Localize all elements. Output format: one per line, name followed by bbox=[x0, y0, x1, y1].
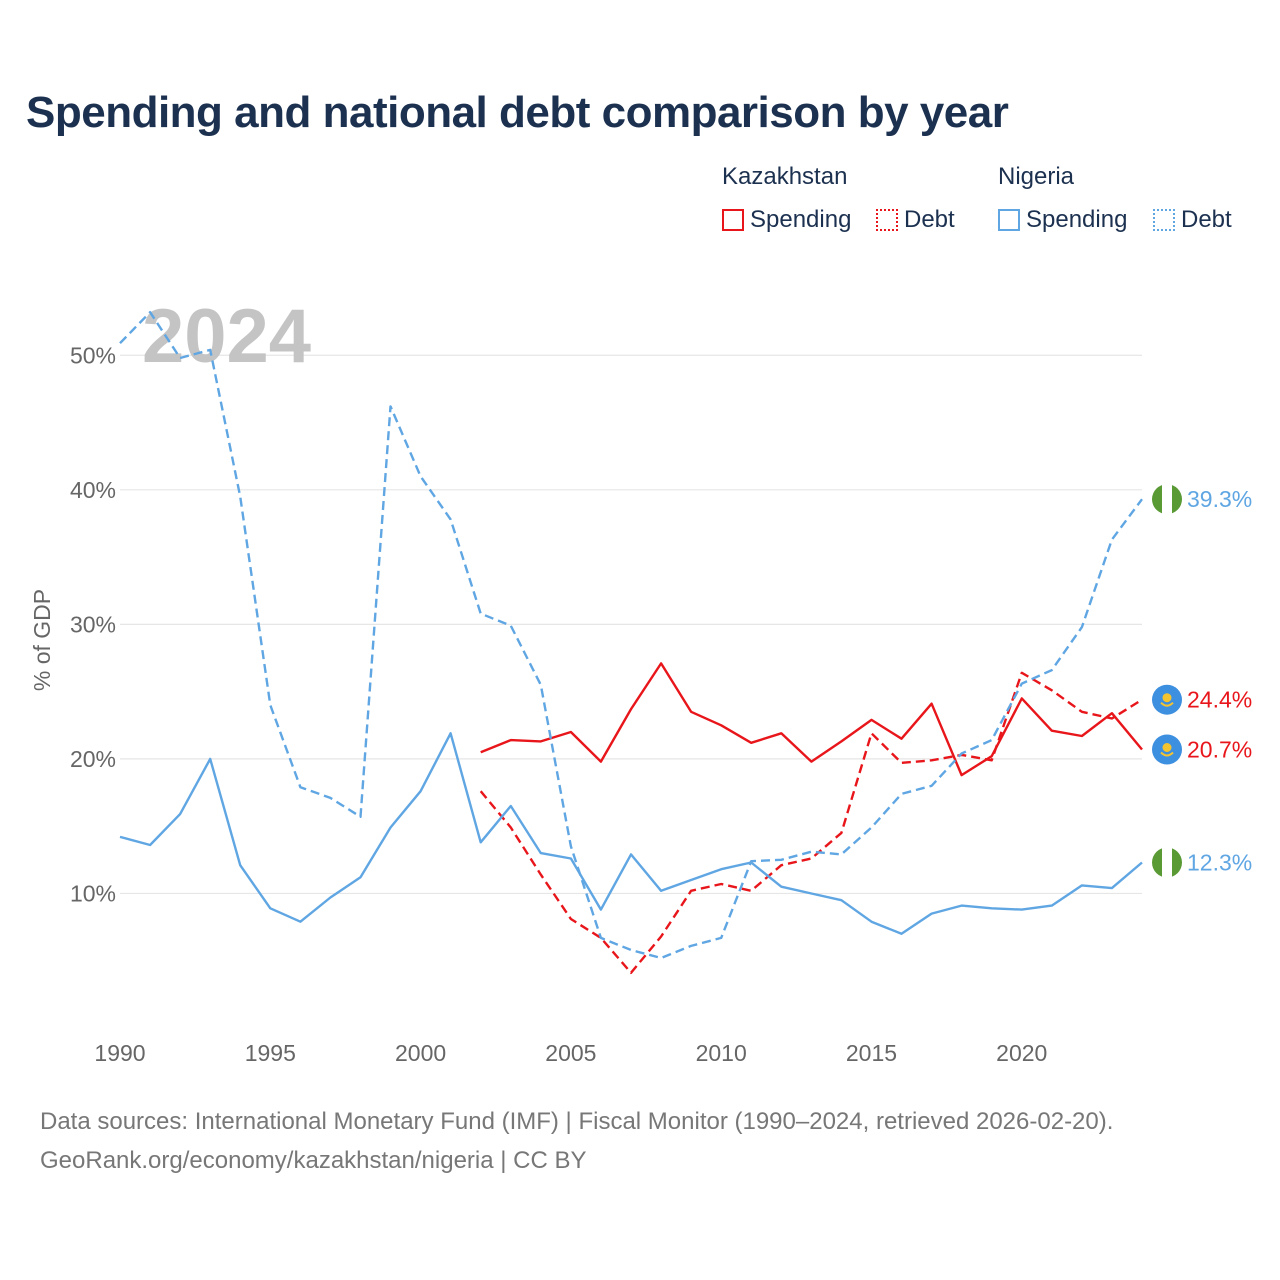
series-line-nigeria-spending[interactable] bbox=[119, 732, 1143, 935]
x-tick-label: 2000 bbox=[395, 1040, 446, 1066]
source-text: Data sources: International Monetary Fun… bbox=[40, 1108, 1114, 1135]
y-tick-label: 40% bbox=[70, 477, 116, 503]
legend-label-nigeria-spending: Spending bbox=[1026, 206, 1128, 233]
end-value-label-kazakhstan-spending: 20.7% bbox=[1187, 737, 1252, 763]
kazakhstan-flag-icon bbox=[1152, 684, 1182, 715]
kazakhstan-flag-icon bbox=[1152, 734, 1182, 765]
legend-label-nigeria-debt: Debt bbox=[1181, 206, 1232, 233]
legend-label-kazakhstan-spending: Spending bbox=[750, 206, 852, 233]
x-tick-label: 1995 bbox=[245, 1040, 296, 1066]
y-tick-label: 50% bbox=[70, 342, 116, 368]
end-value-label-nigeria-spending: 12.3% bbox=[1187, 850, 1252, 876]
source-url: GeoRank.org/economy/kazakhstan/nigeria |… bbox=[40, 1147, 587, 1174]
x-tick-label: 2005 bbox=[545, 1040, 596, 1066]
legend-nigeria-debt[interactable]: Debt bbox=[1153, 205, 1232, 235]
legend-swatch-nigeria-spending bbox=[998, 209, 1020, 231]
series-line-kazakhstan-debt[interactable] bbox=[479, 671, 1143, 974]
legend-label-kazakhstan-debt: Debt bbox=[904, 206, 955, 233]
legend-group-nigeria: Nigeria bbox=[998, 163, 1075, 190]
x-tick-label: 2010 bbox=[696, 1040, 747, 1066]
y-axis-label: % of GDP bbox=[29, 589, 55, 691]
chart-title: Spending and national debt comparison by… bbox=[26, 88, 1009, 137]
y-tick-label: 10% bbox=[70, 880, 116, 906]
end-value-label-nigeria-debt: 39.3% bbox=[1187, 486, 1252, 512]
legend-swatch-kazakhstan-spending bbox=[722, 209, 744, 231]
legend-kazakhstan-debt[interactable]: Debt bbox=[876, 205, 955, 235]
x-tick-label: 1990 bbox=[94, 1040, 145, 1066]
y-tick-label: 30% bbox=[70, 611, 116, 637]
x-tick-label: 2020 bbox=[996, 1040, 1047, 1066]
series-line-kazakhstan-spending[interactable] bbox=[480, 662, 1143, 777]
x-tick-label: 2015 bbox=[846, 1040, 897, 1066]
nigeria-flag-icon bbox=[1152, 847, 1182, 878]
series-line-nigeria-debt[interactable] bbox=[119, 311, 1143, 960]
nigeria-flag-icon bbox=[1152, 484, 1182, 515]
year-watermark: 2024 bbox=[142, 294, 311, 379]
legend-group-kazakhstan: Kazakhstan bbox=[722, 163, 848, 190]
legend-swatch-kazakhstan-debt bbox=[876, 209, 898, 231]
legend-swatch-nigeria-debt bbox=[1153, 209, 1175, 231]
end-value-label-kazakhstan-debt: 24.4% bbox=[1187, 687, 1252, 713]
legend-nigeria-spending[interactable]: Spending bbox=[998, 205, 1127, 235]
y-tick-label: 20% bbox=[70, 746, 116, 772]
legend-kazakhstan-spending[interactable]: Spending bbox=[722, 205, 851, 235]
